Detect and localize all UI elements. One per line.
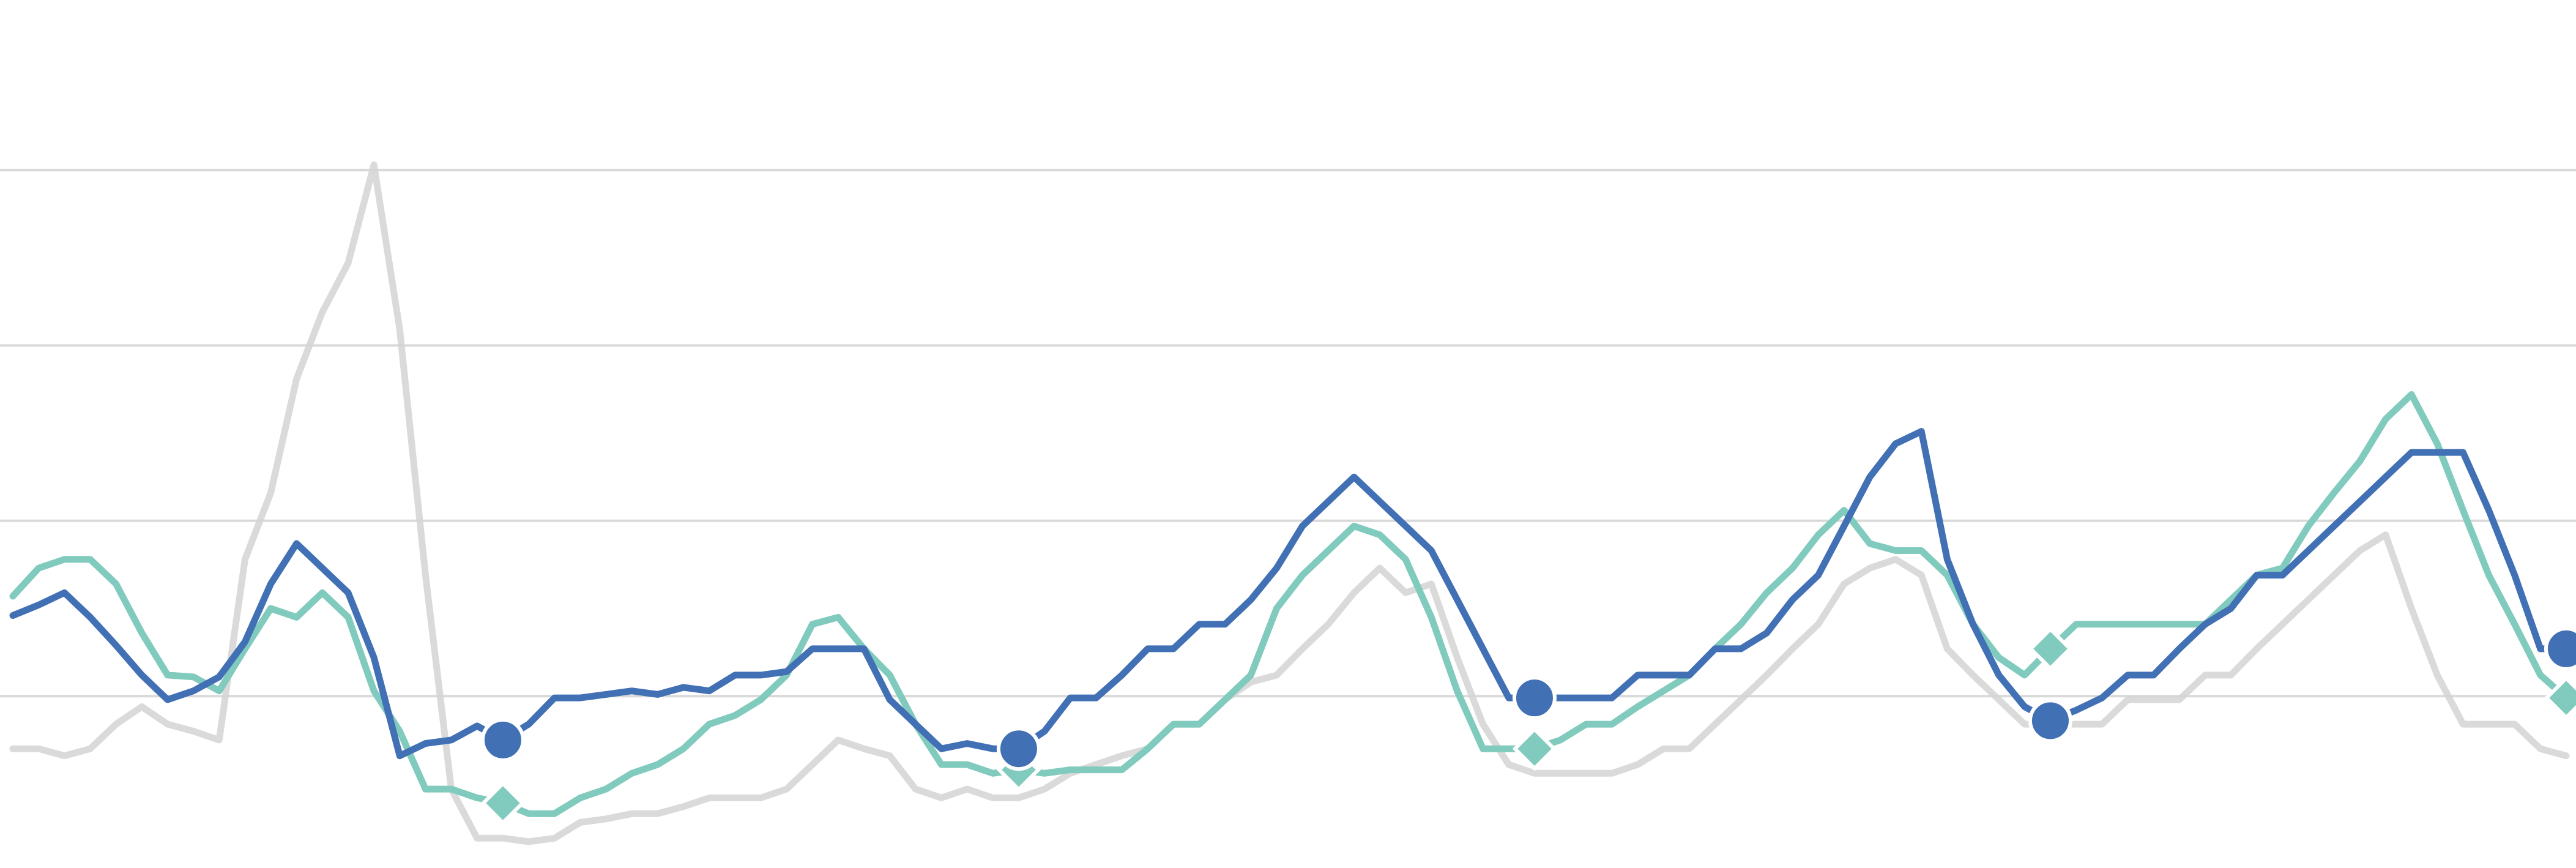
series — [9, 391, 2576, 826]
series-line — [9, 391, 2570, 817]
marker — [1512, 676, 1557, 720]
series — [9, 428, 2576, 771]
marker — [2544, 675, 2576, 720]
marker — [996, 727, 1041, 771]
marker — [2544, 626, 2576, 671]
marker — [2028, 698, 2072, 743]
series-line — [9, 161, 2570, 845]
marker — [480, 780, 526, 826]
marker — [1512, 726, 1557, 771]
marker — [2028, 626, 2073, 672]
marker — [480, 717, 525, 762]
series — [9, 161, 2570, 845]
series-line — [9, 428, 2570, 760]
